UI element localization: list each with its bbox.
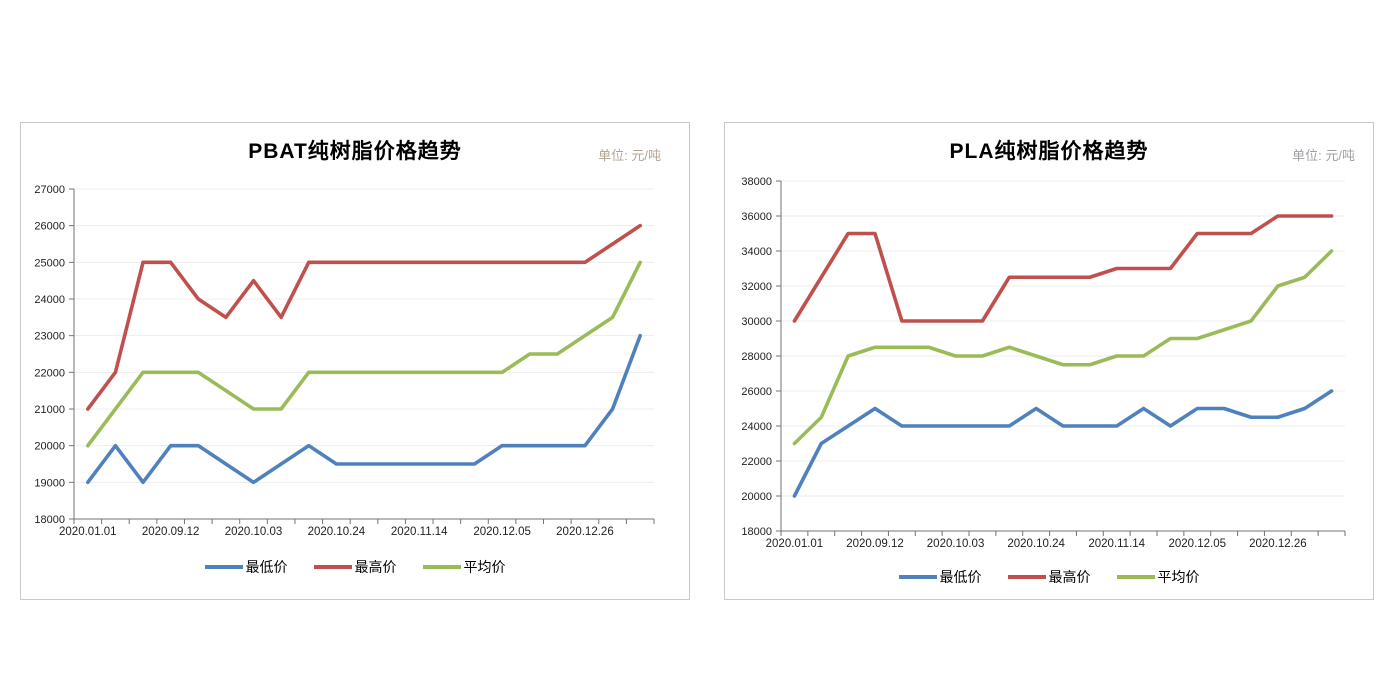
unit-label: 单位: 元/吨 [1292, 148, 1355, 163]
y-tick-label: 23000 [34, 331, 65, 343]
pla-chart-panel: PLA纯树脂价格趋势 单位: 元/吨 18000 20000 22000 24000 2… [724, 122, 1374, 600]
legend-label-avg: 平均价 [463, 559, 506, 575]
legend-item-max: 最高价 [1007, 567, 1091, 587]
series-line-最高价 [792, 214, 1334, 323]
chart-title: PBAT纯树脂价格趋势 [248, 140, 462, 163]
y-tick-label: 38000 [741, 176, 772, 188]
x-tick-label: 2020.12.26 [556, 526, 614, 538]
y-tick-label: 25000 [34, 257, 65, 269]
x-tick-label: 2020.10.03 [225, 526, 283, 538]
y-tick-label: 26000 [34, 221, 65, 233]
legend-item-min: 最低价 [898, 567, 982, 587]
legend-item-max: 最高价 [313, 557, 397, 577]
legend-item-avg: 平均价 [1116, 567, 1200, 587]
legend-swatch-avg [422, 565, 461, 569]
y-tick-label: 18000 [741, 526, 772, 538]
x-tick-label: 2020.09.12 [142, 526, 200, 538]
legend-label-avg: 平均价 [1157, 569, 1200, 585]
y-tick-label: 19000 [34, 477, 65, 489]
legend: 最低价 最高价 平均价 [21, 557, 689, 577]
legend-item-avg: 平均价 [422, 557, 506, 577]
series-line-最高价 [86, 223, 642, 411]
y-tick-label: 32000 [741, 281, 772, 293]
y-tick-label: 18000 [34, 514, 65, 526]
legend-swatch-min [204, 565, 243, 569]
x-tick-label: 2020.10.24 [308, 526, 366, 538]
series-line-平均价 [86, 260, 642, 448]
y-tick-label: 26000 [741, 386, 772, 398]
legend-swatch-min [898, 575, 937, 579]
x-tick-label: 2020.11.14 [391, 526, 448, 538]
y-tick-label: 22000 [34, 367, 65, 379]
y-tick-label: 24000 [34, 294, 65, 306]
pbat-plot-area: 18000 19000 20000 21000 22000 23000 24000 25000… [34, 184, 655, 538]
y-tick-label: 34000 [741, 246, 772, 258]
pbat-chart-panel: PBAT纯树脂价格趋势 单位: 元/吨 18000 19000 20000 21000… [20, 122, 690, 600]
legend-swatch-max [313, 565, 352, 569]
pla-plot-area: 18000 20000 22000 24000 26000 28000 30000 32000… [741, 176, 1346, 550]
series-line-最低价 [86, 333, 642, 485]
x-tick-label: 2020.01.01 [766, 538, 824, 550]
legend-label-min: 最低价 [939, 569, 982, 585]
y-tick-label: 30000 [741, 316, 772, 328]
legend-label-max: 最高价 [354, 559, 397, 575]
series-line-平均价 [792, 249, 1334, 446]
x-tick-label: 2020.10.03 [927, 538, 985, 550]
legend: 最低价 最高价 平均价 [725, 567, 1373, 587]
x-tick-label: 2020.09.12 [846, 538, 904, 550]
unit-label: 单位: 元/吨 [598, 148, 661, 163]
x-tick-label: 2020.12.05 [1169, 538, 1227, 550]
y-tick-label: 36000 [741, 211, 772, 223]
y-tick-label: 22000 [741, 456, 772, 468]
y-tick-label: 24000 [741, 421, 772, 433]
legend-swatch-max [1007, 575, 1046, 579]
chart-title: PLA纯树脂价格趋势 [949, 140, 1149, 163]
x-tick-label: 2020.01.01 [59, 526, 117, 538]
series-line-最低价 [792, 389, 1334, 498]
legend-swatch-avg [1116, 575, 1155, 579]
y-tick-label: 21000 [34, 404, 65, 416]
x-tick-label: 2020.12.05 [473, 526, 531, 538]
legend-label-max: 最高价 [1048, 569, 1091, 585]
legend-label-min: 最低价 [245, 559, 288, 575]
legend-item-min: 最低价 [204, 557, 288, 577]
y-tick-label: 28000 [741, 351, 772, 363]
x-tick-label: 2020.11.14 [1088, 538, 1145, 550]
x-tick-label: 2020.12.26 [1249, 538, 1307, 550]
y-tick-label: 20000 [34, 441, 65, 453]
y-tick-label: 20000 [741, 491, 772, 503]
x-tick-label: 2020.10.24 [1007, 538, 1065, 550]
y-tick-label: 27000 [34, 184, 65, 196]
